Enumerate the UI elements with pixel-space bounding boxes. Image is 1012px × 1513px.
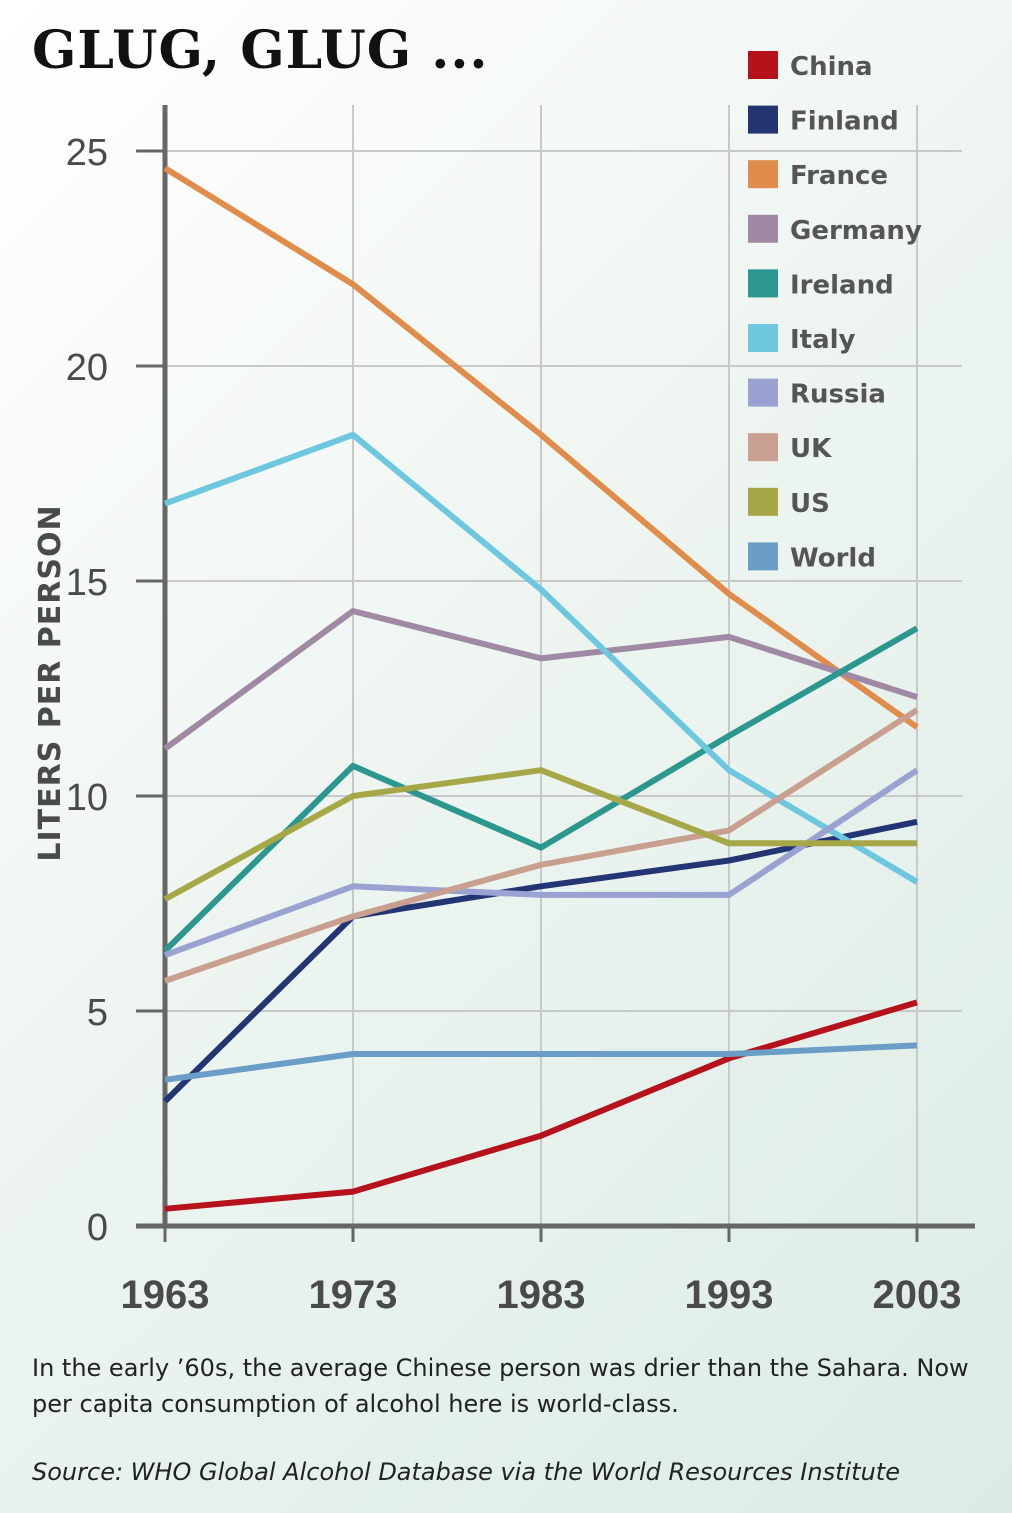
y-tick-label: 0 [87, 1207, 108, 1249]
series-line-uk [164, 707, 919, 984]
legend-swatch-china [748, 51, 778, 79]
y-tick-label: 15 [66, 562, 108, 604]
legend-swatch-france [748, 160, 778, 189]
y-tick-label: 25 [66, 132, 108, 174]
x-tick-label: 1973 [309, 1273, 398, 1317]
legend-label-china: China [790, 52, 873, 82]
legend-label-france: France [790, 161, 888, 191]
x-tick-label: 2003 [873, 1273, 962, 1317]
chart-source: Source: WHO Global Alcohol Database via … [32, 1458, 900, 1486]
y-tick-label: 20 [66, 347, 108, 389]
legend-label-us: US [790, 489, 830, 519]
legend-label-russia: Russia [790, 380, 886, 410]
series-line-russia [163, 767, 919, 958]
legend-label-italy: Italy [790, 325, 856, 355]
series-line-italy [163, 431, 919, 885]
legend-swatch-germany [748, 214, 778, 243]
chart-title: GLUG, GLUG ... [32, 20, 489, 81]
legend-swatch-ireland [748, 269, 778, 298]
chart-legend: China Finland France Germany Ireland Italy Rus… [748, 51, 922, 573]
chart-grid [165, 105, 962, 1226]
y-axis-label: LITERS PER PERSON [33, 504, 68, 861]
series-line-world [164, 1042, 918, 1083]
x-tick-labels: 1963 1973 1983 1993 2003 [121, 1273, 962, 1317]
legend-swatch-italy [748, 324, 778, 352]
legend-swatch-russia [748, 378, 778, 407]
legend-label-world: World [790, 543, 876, 573]
legend-swatch-uk [748, 433, 778, 462]
y-tick-label: 10 [66, 777, 108, 819]
series-line-germany [163, 608, 918, 752]
series-line-finland [162, 818, 918, 1104]
y-tick-label: 5 [87, 992, 108, 1034]
x-tick-label: 1983 [497, 1273, 586, 1317]
legend-label-uk: UK [790, 434, 832, 464]
legend-label-finland: Finland [790, 107, 899, 137]
chart-series-lines [162, 165, 919, 1212]
legend-swatch-world [748, 542, 778, 571]
x-tick-label: 1993 [685, 1273, 774, 1317]
x-tick-label: 1963 [121, 1273, 210, 1317]
legend-label-germany: Germany [790, 216, 922, 246]
series-line-us [163, 767, 917, 902]
series-line-france [163, 165, 919, 730]
legend-swatch-finland [748, 105, 778, 134]
y-tick-labels: 0 5 10 15 20 25 [66, 132, 108, 1249]
chart-axes [136, 105, 975, 1242]
chart-caption: In the early ’60s, the average Chinese p… [32, 1354, 969, 1418]
series-line-china [164, 999, 918, 1212]
legend-label-ireland: Ireland [790, 270, 894, 300]
legend-swatch-us [748, 487, 778, 516]
